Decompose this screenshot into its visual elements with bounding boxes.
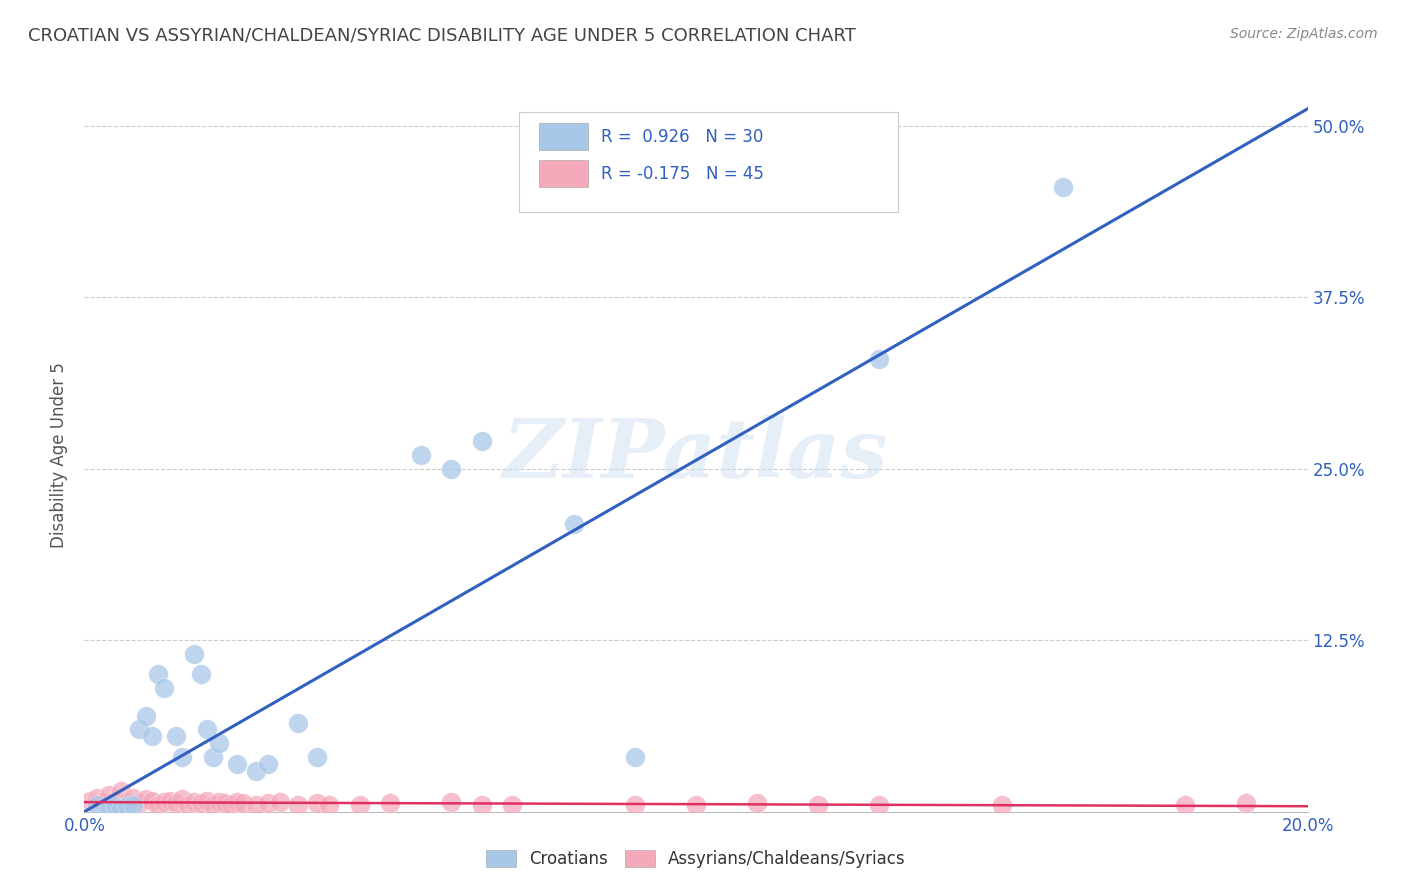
Point — [440, 795, 463, 809]
Point — [869, 351, 891, 366]
Point — [1174, 797, 1197, 812]
Point — [318, 797, 340, 812]
Point — [305, 749, 328, 764]
Point — [502, 797, 524, 812]
Point — [245, 797, 267, 812]
Text: ZIPatlas: ZIPatlas — [503, 415, 889, 495]
Point — [219, 797, 242, 812]
Point — [115, 799, 138, 814]
Point — [128, 723, 150, 737]
Point — [807, 797, 830, 812]
Point — [1236, 797, 1258, 811]
Point — [110, 784, 132, 798]
Point — [305, 797, 328, 811]
Point — [214, 797, 236, 811]
Point — [624, 797, 647, 812]
Point — [153, 681, 176, 696]
Point — [172, 792, 194, 806]
Y-axis label: Disability Age Under 5: Disability Age Under 5 — [51, 362, 69, 548]
Bar — [540, 123, 588, 150]
Point — [97, 789, 120, 803]
Legend: Croatians, Assyrians/Chaldeans/Syriacs: Croatians, Assyrians/Chaldeans/Syriacs — [479, 843, 912, 875]
Point — [190, 667, 212, 681]
Point — [177, 797, 200, 812]
Point — [97, 800, 120, 814]
Point — [195, 723, 218, 737]
Text: Source: ZipAtlas.com: Source: ZipAtlas.com — [1230, 27, 1378, 41]
Point — [349, 797, 371, 812]
Point — [269, 795, 291, 809]
Bar — [540, 161, 588, 187]
Point — [135, 792, 157, 806]
Text: R = -0.175   N = 45: R = -0.175 N = 45 — [600, 166, 763, 184]
Point — [409, 448, 432, 462]
Point — [159, 794, 181, 808]
Point — [208, 795, 231, 809]
Point — [79, 794, 101, 808]
Point — [471, 434, 494, 449]
Point — [190, 797, 212, 811]
Point — [165, 729, 187, 743]
Point — [287, 797, 309, 812]
Point — [226, 756, 249, 771]
Point — [380, 797, 402, 811]
Point — [172, 749, 194, 764]
Point — [440, 461, 463, 475]
Point — [201, 749, 224, 764]
Point — [183, 647, 205, 661]
Point — [104, 799, 127, 814]
Point — [562, 516, 585, 531]
Point — [747, 797, 769, 811]
Point — [122, 797, 145, 812]
Point — [208, 736, 231, 750]
Point — [146, 667, 169, 681]
FancyBboxPatch shape — [519, 112, 898, 212]
Point — [153, 795, 176, 809]
Point — [226, 795, 249, 809]
Point — [195, 794, 218, 808]
Point — [624, 749, 647, 764]
Point — [86, 797, 108, 812]
Point — [245, 764, 267, 778]
Point — [257, 797, 280, 811]
Point — [86, 791, 108, 805]
Point — [128, 797, 150, 811]
Point — [141, 729, 163, 743]
Point — [232, 797, 254, 811]
Text: CROATIAN VS ASSYRIAN/CHALDEAN/SYRIAC DISABILITY AGE UNDER 5 CORRELATION CHART: CROATIAN VS ASSYRIAN/CHALDEAN/SYRIAC DIS… — [28, 27, 856, 45]
Point — [869, 797, 891, 812]
Point — [122, 791, 145, 805]
Point — [201, 797, 224, 812]
Point — [141, 794, 163, 808]
Point — [685, 797, 707, 812]
Point — [135, 708, 157, 723]
Point — [1052, 180, 1074, 194]
Point — [183, 795, 205, 809]
Point — [471, 797, 494, 812]
Point — [146, 797, 169, 812]
Point — [91, 795, 114, 809]
Point — [991, 797, 1014, 812]
Point — [257, 756, 280, 771]
Point — [110, 800, 132, 814]
Point — [287, 715, 309, 730]
Point — [104, 794, 127, 808]
Point — [165, 797, 187, 811]
Text: R =  0.926   N = 30: R = 0.926 N = 30 — [600, 128, 763, 146]
Point — [115, 795, 138, 809]
